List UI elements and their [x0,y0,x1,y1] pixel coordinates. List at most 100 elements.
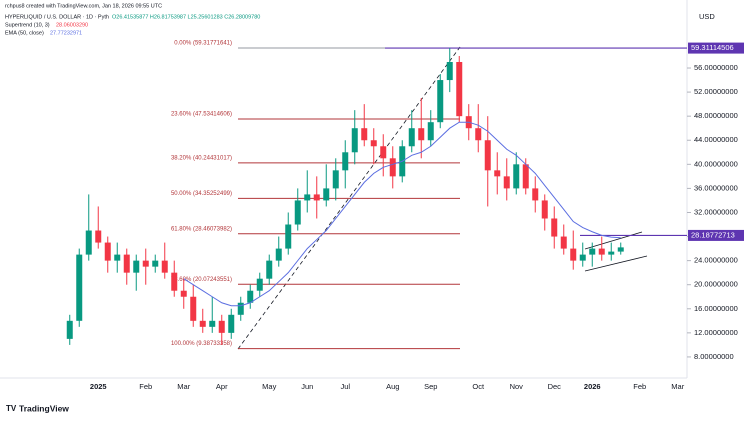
candle-body [560,236,567,249]
y-tick-label: 44.00000000 [694,135,738,144]
candle-body [171,272,178,291]
candle-body [76,254,83,321]
candle-body [494,170,501,177]
x-tick-label: Feb [139,382,152,391]
candle-body [104,242,111,261]
candle-body [209,320,216,327]
candle-body [304,194,311,201]
fib-label: 50.00% (34.35252499) [171,191,232,197]
candle-body [513,164,520,189]
candle-body [484,140,491,171]
candle-body [541,200,548,219]
candle-body [237,302,244,315]
ema-line [183,121,621,307]
candle-body [608,251,615,255]
candle-body [152,260,159,267]
x-tick-label: 2026 [584,382,601,391]
candle-body [437,80,444,123]
candle-body [351,128,358,153]
price-label-box [688,42,744,54]
candle-body [475,128,482,141]
candle-body [161,260,168,273]
ema-legend: EMA (50, close) [5,30,44,36]
candle-body [418,128,425,141]
candle-body [294,200,301,225]
ema-value: 27.77232971 [50,30,82,36]
fib-label: 100.00% (9.38733358) [171,341,232,347]
ohlc: O26.41535877 H26.81753987 L25.25601283 C… [112,14,260,20]
candle-body [551,218,558,237]
currency: USD [699,12,715,21]
candle-body [313,194,320,201]
candle-body [123,254,130,273]
supertrend-legend: Supertrend (10, 3) [5,22,50,28]
candle-body [247,290,254,303]
candle-body [408,128,415,147]
x-tick-label: Mar [177,382,190,391]
candle-body [66,320,73,339]
candle-body [361,128,368,141]
candle-body [389,158,396,177]
candle-body [256,278,263,291]
candle-body [332,170,339,189]
candle-body [266,260,273,279]
candle-body [579,254,586,261]
supertrend-value: 28.06003290 [56,22,88,28]
fib-label: 38.20% (40.24431017) [171,155,232,161]
candle-body [180,290,187,297]
credit: rchpus8 created with TradingView.com, Ja… [5,3,162,9]
fib-label: 23.60% (47.53414606) [171,112,232,118]
x-tick-label: Apr [216,382,228,391]
x-tick-label: Jul [340,382,350,391]
candle-body [133,260,140,273]
y-tick-label: 36.00000000 [694,183,738,192]
candle-body [427,122,434,141]
price-label: 28.18772713 [691,230,735,239]
y-tick-label: 24.00000000 [694,256,738,265]
x-tick-label: Jun [301,382,313,391]
x-tick-label: Oct [472,382,485,391]
candle-body [342,152,349,171]
candle-body [598,248,605,255]
candle-body [370,140,377,147]
candle-body [275,248,282,261]
x-tick-label: Feb [633,382,646,391]
y-tick-label: 20.00000000 [694,280,738,289]
candle-body [85,230,92,255]
brand-logo: TV [6,404,17,413]
x-tick-label: Dec [548,382,562,391]
trend-line [584,255,648,272]
candle-body [285,224,292,249]
candle-body [95,230,102,243]
candle-body [323,188,330,201]
y-tick-label: 8.00000000 [694,352,734,361]
x-tick-label: Nov [510,382,524,391]
candle-body [190,296,197,321]
x-tick-label: Sep [424,382,437,391]
candle-body [228,314,235,333]
x-tick-label: Aug [386,382,399,391]
y-tick-label: 52.00000000 [694,87,738,96]
candle-body [570,248,577,261]
fib-label: 78.60% (20.07243551) [171,277,232,283]
candle-body [589,248,596,255]
y-tick-label: 12.00000000 [694,328,738,337]
y-tick-label: 48.00000000 [694,111,738,120]
candle-body [503,176,510,189]
candle-body [522,164,529,189]
y-tick-label: 40.00000000 [694,159,738,168]
price-label-box [688,229,744,241]
brand: TradingView [19,403,69,413]
candle-body [532,188,539,201]
candle-body [114,254,121,261]
candle-body [446,61,453,81]
x-tick-label: May [262,382,276,391]
x-tick-label: 2025 [90,382,107,391]
fib-label: 61.80% (28.46073982) [171,226,232,232]
fib-label: 0.00% (59.31771641) [174,41,232,47]
candle-body [218,320,225,333]
y-tick-label: 56.00000000 [694,63,738,72]
price-label: 59.31114506 [691,43,734,52]
